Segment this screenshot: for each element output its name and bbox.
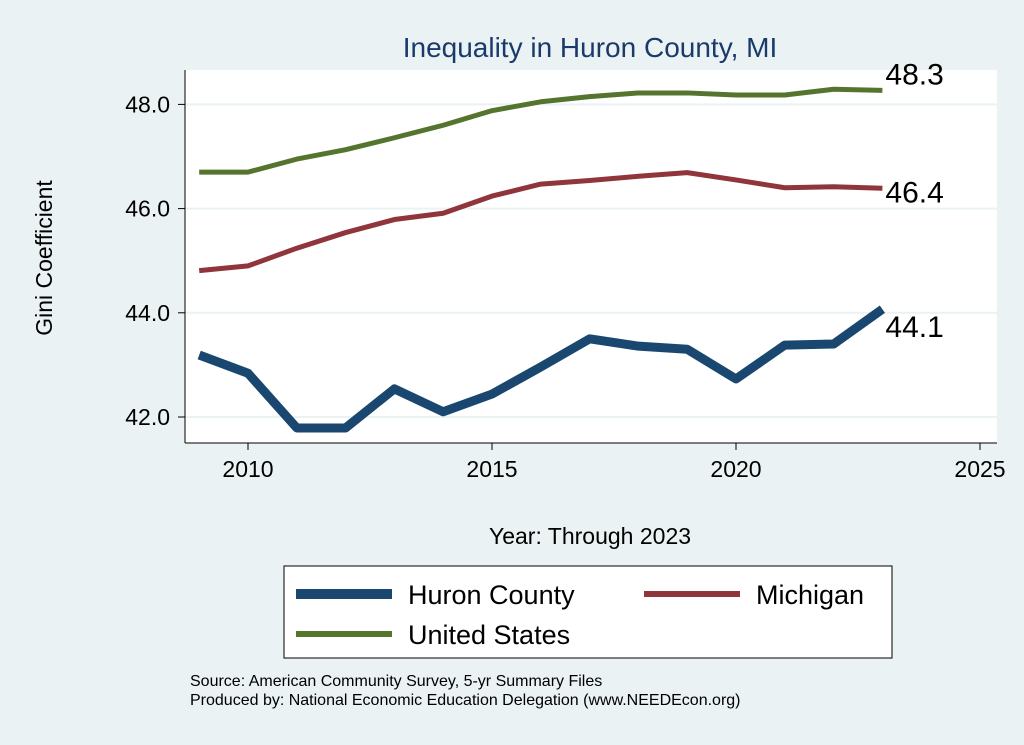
- legend-label: Huron County: [408, 580, 575, 610]
- x-tick-label: 2010: [222, 456, 273, 482]
- y-tick-label: 46.0: [125, 196, 170, 222]
- legend-label: Michigan: [756, 580, 864, 610]
- legend-box: [283, 565, 893, 659]
- source-note: Source: American Community Survey, 5-yr …: [190, 673, 603, 690]
- x-tick-label: 2015: [466, 456, 517, 482]
- x-tick-label: 2025: [954, 456, 1005, 482]
- chart-title: Inequality in Huron County, MI: [403, 32, 778, 63]
- y-tick-label: 44.0: [125, 300, 170, 326]
- produced-by-note: Produced by: National Economic Education…: [190, 692, 741, 709]
- end-value-label: 48.3: [885, 58, 943, 91]
- legend-label: United States: [408, 620, 570, 650]
- end-value-label: 46.4: [885, 176, 943, 209]
- end-value-label: 44.1: [885, 311, 943, 344]
- x-axis-label: Year: Through 2023: [489, 523, 691, 549]
- y-tick-label: 48.0: [125, 91, 170, 117]
- plot-area: [185, 70, 997, 443]
- y-axis-label: Gini Coefficient: [31, 180, 57, 336]
- y-tick-label: 42.0: [125, 404, 170, 430]
- x-tick-label: 2020: [710, 456, 761, 482]
